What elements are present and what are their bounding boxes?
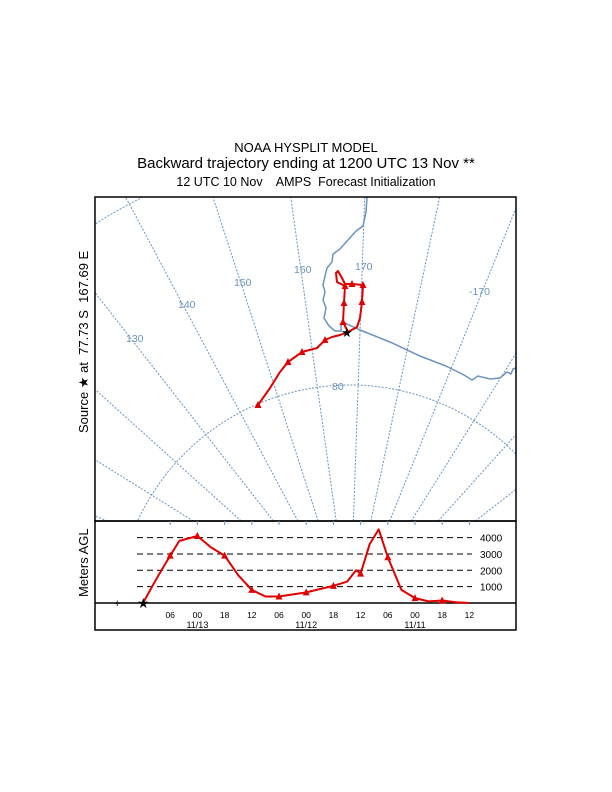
trajectory-marker <box>339 318 347 325</box>
height-marker <box>329 581 337 589</box>
meridian-line <box>290 196 337 522</box>
trajectory-marker <box>298 348 306 355</box>
source-star-height-icon: ★ <box>137 595 150 611</box>
meridian-label-170: 170 <box>355 261 373 273</box>
height-tick-label: 1000 <box>480 583 503 594</box>
meridian-line <box>94 459 194 522</box>
meridian-line <box>410 353 517 522</box>
forecast-init-label: 12 UTC 10 Nov AMPS Forecast Initializati… <box>176 175 436 189</box>
meridian-label-160: 160 <box>294 264 312 276</box>
height-marker <box>357 569 365 577</box>
source-star-icon: ★ <box>341 325 353 340</box>
height-marker <box>384 553 392 561</box>
height-marker <box>248 585 256 593</box>
time-tick-label: 12 <box>247 610 257 620</box>
time-tick-label: 12 <box>465 610 475 620</box>
meridian-line <box>94 389 242 522</box>
map-labels: 130 140 150 160 170 -170 80 <box>126 261 490 393</box>
map-frame <box>94 196 517 522</box>
time-tick-label: 00 <box>193 610 203 620</box>
height-markers <box>166 531 446 604</box>
time-tick-label: 06 <box>383 610 393 620</box>
meridian-line <box>94 515 108 522</box>
trajectory-marker <box>341 282 349 289</box>
date-label: 11/12 <box>295 620 317 630</box>
meridian-line <box>437 434 517 522</box>
time-tick-label: 06 <box>165 610 175 620</box>
meridian-line <box>475 488 517 522</box>
trajectory-marker <box>359 281 367 288</box>
meridian-label-130: 130 <box>126 333 144 345</box>
meridian-line <box>352 196 366 522</box>
height-marker <box>221 551 229 559</box>
map-grid <box>94 196 517 522</box>
latitude-label-80: 80 <box>332 381 344 393</box>
latitude-circle <box>137 384 516 521</box>
latitude-circle <box>95 197 143 225</box>
height-marker <box>302 588 310 596</box>
height-tick-label: 3000 <box>480 550 503 561</box>
trajectory-marker <box>321 336 329 343</box>
date-label: 11/13 <box>186 620 208 630</box>
trajectory-marker <box>254 401 262 408</box>
height-marker <box>438 596 446 604</box>
meridian-line <box>370 196 441 522</box>
trajectory-marker <box>340 299 348 306</box>
time-tick-label: 18 <box>220 610 230 620</box>
meridian-label-140: 140 <box>178 299 196 311</box>
meridian-line <box>125 196 299 522</box>
trajectory-marker <box>358 298 366 305</box>
meridian-line <box>212 196 319 522</box>
time-tick-label: 06 <box>274 610 284 620</box>
height-tick-label: 4000 <box>480 534 503 545</box>
time-tick-label: 18 <box>329 610 339 620</box>
source-location-label: Source ★ at 77.73 S 167.69 E <box>76 250 91 433</box>
meridian-line <box>389 207 517 522</box>
coastline <box>322 196 517 381</box>
model-title: NOAA HYSPLIT MODEL <box>234 140 378 155</box>
time-tick-label: 18 <box>437 610 447 620</box>
trajectory-marker <box>284 358 292 365</box>
trajectory-subtitle: Backward trajectory ending at 1200 UTC 1… <box>137 155 475 172</box>
time-tick-label: 00 <box>301 610 311 620</box>
height-axis-label: Meters AGL <box>76 528 91 597</box>
height-marker <box>275 592 283 600</box>
height-marker <box>193 531 201 539</box>
height-marker <box>411 594 419 602</box>
height-marker <box>166 551 174 559</box>
height-tick-label: 2000 <box>480 566 503 577</box>
meridian-line <box>94 292 274 522</box>
meridian-label-minus170: -170 <box>469 286 490 298</box>
trajectory-markers <box>254 280 367 408</box>
time-tick-label: 00 <box>410 610 420 620</box>
trajectory-marker <box>348 280 356 287</box>
meridian-label-150: 150 <box>234 277 252 289</box>
date-label: 11/11 <box>404 620 425 630</box>
height-gridlines: 4000 3000 2000 1000 <box>137 534 503 594</box>
time-axis: 06 00 18 12 06 00 18 12 06 00 18 12 11/13 11/12 11/11 <box>165 521 474 630</box>
height-panel-frame <box>94 520 517 631</box>
plus-marker-icon: + <box>114 598 120 610</box>
time-tick-label: 12 <box>356 610 366 620</box>
